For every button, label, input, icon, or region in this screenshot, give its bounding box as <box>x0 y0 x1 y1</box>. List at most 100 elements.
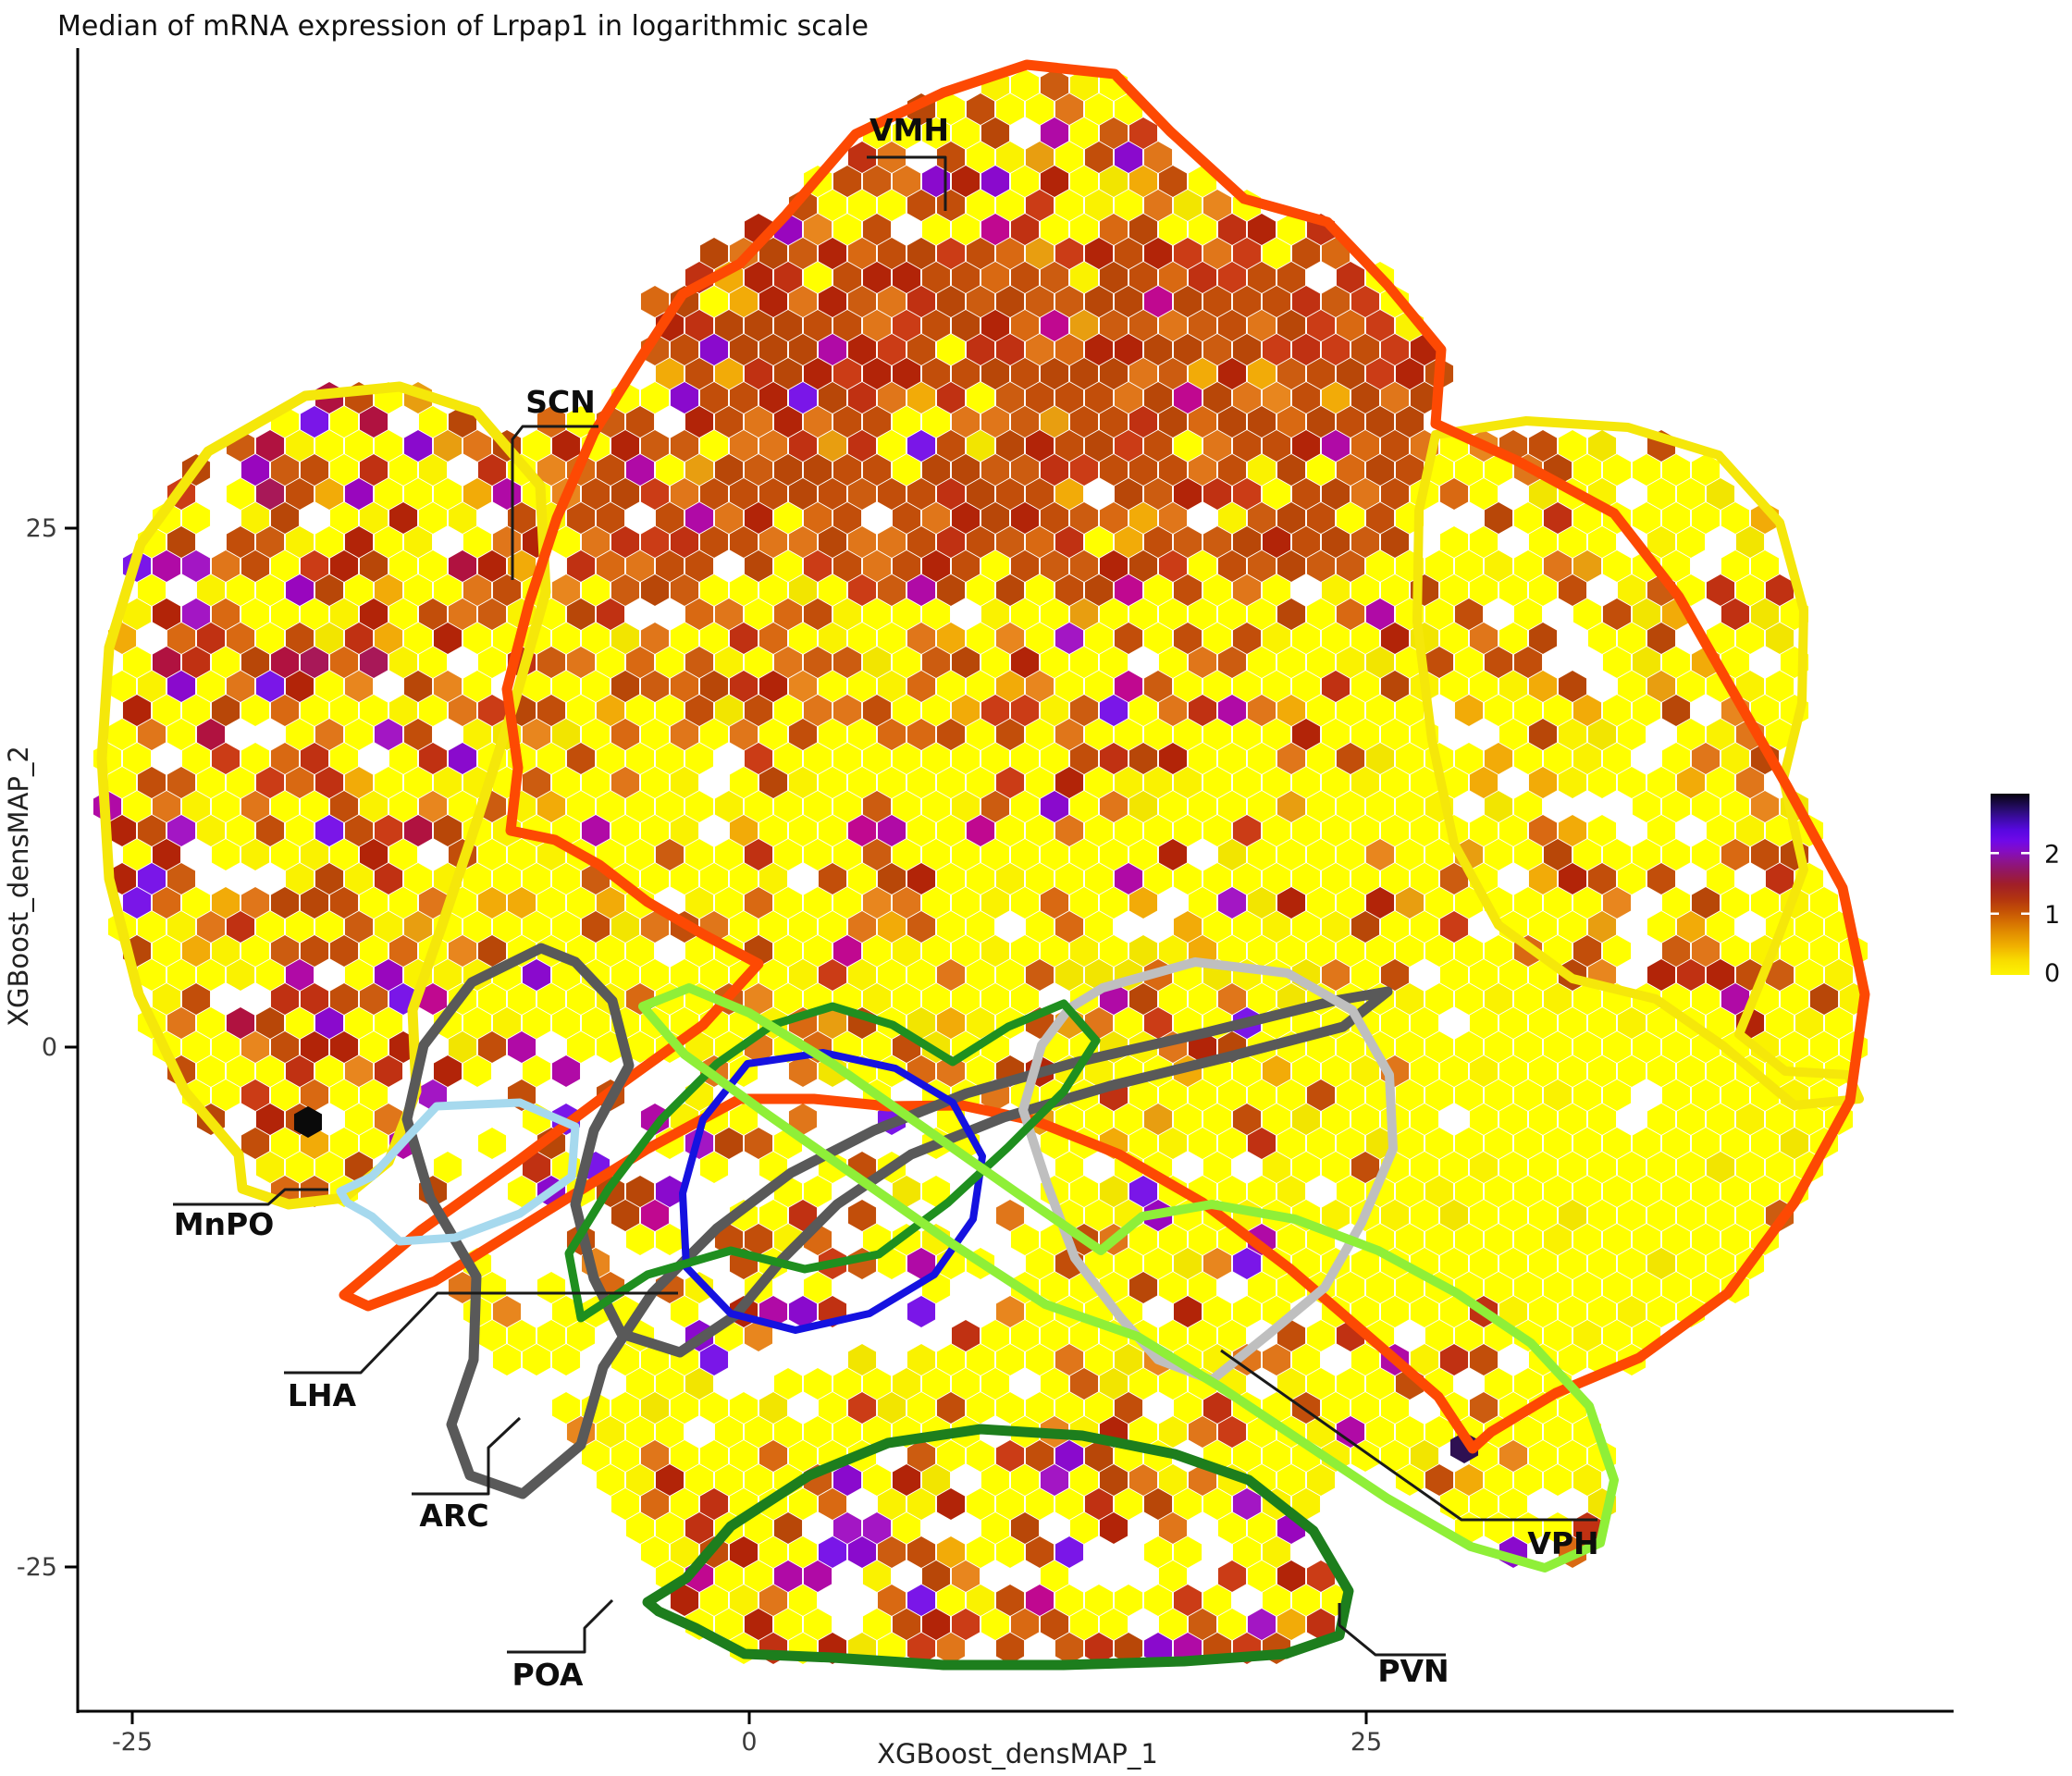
hex-bin <box>625 1176 655 1207</box>
hex-bin <box>1084 1488 1114 1520</box>
hex-bin <box>862 310 892 341</box>
hex-bin <box>832 791 862 822</box>
hex-bin <box>1025 623 1054 654</box>
hex-bin <box>788 1104 818 1135</box>
hex-bin <box>906 1392 936 1424</box>
hex-bin <box>1380 334 1410 365</box>
hex-bin <box>906 1296 936 1327</box>
hex-bin <box>1232 1488 1262 1520</box>
hex-bin <box>536 454 566 486</box>
hex-bin <box>1558 1248 1587 1279</box>
hex-bin <box>581 911 610 943</box>
hex-bin <box>758 238 788 269</box>
hex-bin <box>862 214 892 245</box>
hex-bin <box>1765 574 1794 606</box>
hex-bin <box>1099 598 1128 630</box>
hex-bin <box>1158 1224 1188 1255</box>
hex-bin <box>1484 1176 1513 1207</box>
hex-bin <box>1010 1609 1040 1640</box>
hex-bin <box>1054 1633 1084 1664</box>
hex-bin <box>1454 647 1484 678</box>
hex-bin <box>980 310 1010 341</box>
hex-bin <box>522 911 551 943</box>
hex-bin <box>832 214 862 245</box>
hex-bin <box>1469 767 1498 798</box>
hex-bin <box>1617 1296 1646 1327</box>
hex-bin <box>181 887 211 919</box>
hex-bin <box>980 214 1010 245</box>
hex-bin <box>1114 719 1143 750</box>
hex-bin <box>1706 767 1735 798</box>
hex-bin <box>1114 430 1143 462</box>
hex-bin <box>1010 983 1040 1015</box>
hex-bin <box>581 815 610 846</box>
hex-bin <box>1025 382 1054 413</box>
hex-bin <box>1350 1055 1380 1087</box>
hex-bin <box>1558 574 1587 606</box>
hex-bin <box>270 743 300 774</box>
hex-bin <box>1395 695 1424 726</box>
hex-bin <box>847 430 877 462</box>
hex-bin <box>137 959 166 991</box>
hex-bin <box>359 598 388 630</box>
hex-bin <box>818 1007 847 1039</box>
hex-bin <box>300 647 329 678</box>
hex-bin <box>744 598 773 630</box>
hex-bin <box>1247 454 1276 486</box>
hex-bin <box>1306 358 1336 389</box>
hex-bin <box>1069 695 1099 726</box>
hex-bin <box>1661 1176 1691 1207</box>
hex-bin <box>1469 1488 1498 1520</box>
hex-bin <box>1202 623 1232 654</box>
hex-bin <box>1025 719 1054 750</box>
hex-bin <box>788 382 818 413</box>
hex-bin <box>1128 935 1158 967</box>
hex-bin <box>240 743 270 774</box>
hex-bin <box>1188 262 1217 293</box>
hex-bin <box>255 478 285 510</box>
hex-bin <box>1513 1031 1543 1063</box>
colorbar-tick-label: 2 <box>2044 840 2060 869</box>
hex-bin <box>240 1128 270 1159</box>
hex-bin <box>1321 863 1350 894</box>
hex-bin <box>1646 478 1676 510</box>
hex-bin <box>374 1055 403 1087</box>
hex-bin <box>832 406 862 438</box>
hex-bin <box>1602 743 1632 774</box>
hex-bin <box>729 286 758 317</box>
hex-bin <box>1735 1104 1765 1135</box>
hex-bin <box>1099 1609 1128 1640</box>
hex-bin <box>936 1633 966 1664</box>
hex-bin <box>1128 406 1158 438</box>
hex-bin <box>1128 1464 1158 1496</box>
hex-bin <box>980 935 1010 967</box>
hex-bin <box>137 911 166 943</box>
region-label-mnpo: MnPO <box>174 1206 275 1242</box>
hex-bin <box>240 887 270 919</box>
hex-bin <box>936 1585 966 1616</box>
hex-bin <box>226 623 255 654</box>
hex-bin <box>1114 1248 1143 1279</box>
hex-bin <box>714 1464 744 1496</box>
hex-bin <box>862 743 892 774</box>
hex-bin <box>699 478 729 510</box>
hex-bin <box>300 406 329 438</box>
hex-bin <box>448 791 477 822</box>
hex-bin <box>1617 863 1646 894</box>
hex-bin <box>1202 863 1232 894</box>
hex-bin <box>1602 1272 1632 1303</box>
hex-bin <box>847 526 877 558</box>
hex-bin <box>744 1609 773 1640</box>
hex-bin <box>995 1296 1025 1327</box>
hex-bin <box>744 887 773 919</box>
hex-bin <box>344 1055 374 1087</box>
hex-bin <box>1306 695 1336 726</box>
hex-bin <box>1321 767 1350 798</box>
hex-bin <box>1484 502 1513 534</box>
hex-bin <box>803 1272 832 1303</box>
hex-bin <box>862 550 892 582</box>
hex-bin <box>670 574 699 606</box>
hex-bin <box>1469 623 1498 654</box>
hex-bin <box>1498 574 1528 606</box>
hex-bin <box>1306 1368 1336 1400</box>
